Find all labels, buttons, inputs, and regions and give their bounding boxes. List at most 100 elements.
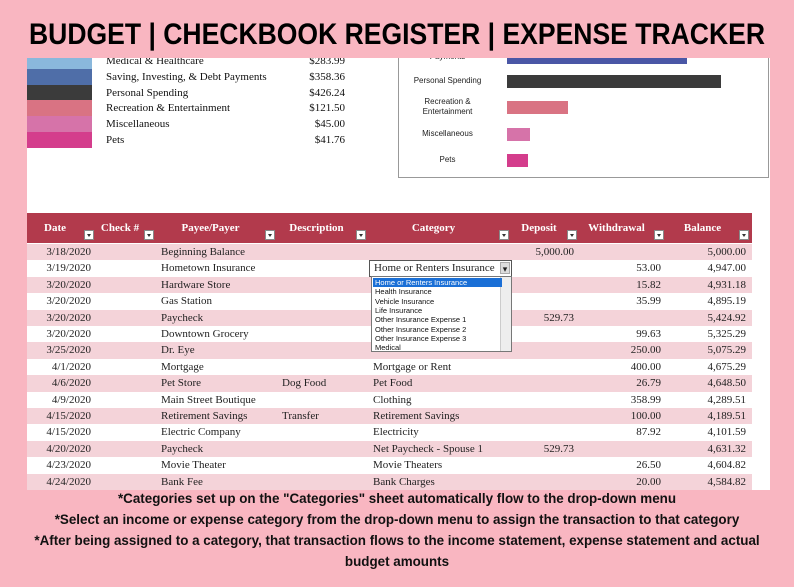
table-cell: 3/20/2020 — [46, 328, 91, 340]
summary-chart: Payments Personal Spending Recreation & En… — [398, 58, 769, 178]
table-cell: 3/20/2020 — [46, 295, 91, 308]
table-cell: Hardware Store — [161, 278, 231, 291]
table-cell: Movie Theaters — [373, 459, 443, 472]
category-amount: $426.24 — [309, 86, 345, 99]
table-cell: 99.63 — [636, 328, 661, 340]
table-row: 3/19/2020 Hometown Insurance Home or Rente… — [27, 260, 752, 277]
note: *Select an income or expense category fr… — [54, 512, 740, 527]
table-cell: 4,947.00 — [707, 262, 747, 275]
table-cell: Pet Store — [161, 377, 202, 390]
table-cell: 3/19/2020 — [46, 262, 91, 275]
category-dropdown[interactable]: Home or Renters Insurance Health Insuranc… — [371, 276, 512, 352]
filter-button[interactable] — [84, 230, 94, 240]
column-header: Balance — [683, 222, 722, 234]
dropdown-cell[interactable]: Home or Renters Insurance — [369, 260, 512, 277]
title-bar: BUDGET | CHECKBOOK REGISTER | EXPENSE TR… — [29, 18, 765, 51]
table-cell: 529.73 — [543, 442, 574, 455]
table-row: 3/18/2020 Beginning Balance 5,000.00 5,000.… — [27, 244, 752, 261]
table-cell: Movie Theater — [161, 459, 226, 472]
table-cell: 4,631.32 — [707, 442, 747, 455]
column-header: Withdrawal — [588, 222, 645, 234]
dropdown-option[interactable]: Medical — [375, 343, 401, 352]
table-cell: 5,000.00 — [707, 246, 747, 258]
dropdown-option[interactable]: Life Insurance — [375, 305, 423, 315]
table-cell: 53.00 — [636, 262, 661, 275]
table-cell: Retirement Savings — [373, 410, 460, 422]
category-label: Personal Spending — [106, 86, 189, 99]
table-cell: 26.79 — [636, 377, 661, 390]
table-cell: 4/1/2020 — [51, 360, 91, 373]
table-cell: 4,648.50 — [707, 377, 747, 390]
scrollbar[interactable] — [500, 277, 511, 351]
note: *Categories set up on the "Categories" s… — [117, 491, 677, 506]
category-label: Miscellaneous — [106, 118, 170, 131]
column-header: Category — [411, 222, 456, 234]
table-cell: 4,289.51 — [707, 393, 747, 406]
chart-label: Recreation & Entertainment — [422, 97, 473, 116]
notes: *Categories set up on the "Categories" s… — [0, 488, 794, 572]
table-cell: Mortgage or Rent — [373, 360, 452, 373]
filter-button[interactable] — [356, 230, 366, 240]
table-cell: Paycheck — [161, 442, 204, 455]
filter-button[interactable] — [499, 230, 509, 240]
chart-bar — [507, 127, 530, 141]
table-row: 4/6/2020 Pet Store Dog Food Pet Food 26.79 4,… — [27, 375, 752, 392]
dropdown-option[interactable]: Health Insurance — [375, 287, 432, 297]
filter-button[interactable] — [265, 230, 275, 240]
category-amount: $283.99 — [309, 58, 345, 67]
category-swatch — [27, 132, 92, 148]
category-label: Pets — [106, 134, 125, 146]
table-cell: 20.00 — [636, 475, 661, 488]
table-cell: 3/25/2020 — [46, 344, 91, 357]
table-cell: 5,000.00 — [535, 246, 575, 258]
table-cell: 3/20/2020 — [46, 311, 91, 324]
table-cell: 358.99 — [630, 393, 661, 406]
column-header: Payee/Payer — [181, 222, 240, 234]
table-cell: 529.73 — [543, 311, 574, 324]
dropdown-option[interactable]: Other Insurance Expense 2 — [375, 324, 467, 334]
chart-label: Miscellaneous — [422, 129, 473, 138]
table-cell: 5,325.29 — [707, 328, 747, 340]
table-row: 4/20/2020 Paycheck Net Paycheck - Spouse 1… — [27, 440, 752, 458]
table-cell: Hometown Insurance — [161, 262, 256, 275]
filter-button[interactable] — [654, 230, 664, 240]
table-cell: Transfer — [282, 410, 319, 422]
chart-label: Personal Spending — [413, 76, 482, 85]
table-cell: 250.00 — [630, 344, 661, 357]
chart-bar — [507, 58, 687, 64]
table-cell: 4,101.59 — [707, 426, 747, 439]
table-cell: Bank Fee — [161, 475, 203, 488]
column-header: Description — [289, 222, 344, 234]
summary-list: Medical & Healthcare $283.99 Saving, Inves… — [27, 58, 357, 158]
dropdown-option[interactable]: Other Insurance Expense 1 — [375, 315, 467, 325]
table-cell: Main Street Boutique — [161, 393, 256, 406]
category-swatch — [27, 100, 92, 117]
dropdown-option[interactable]: Other Insurance Expense 3 — [375, 333, 467, 343]
table-cell: 5,424.92 — [707, 311, 747, 324]
table-cell: Paycheck — [161, 311, 204, 324]
table-cell: 4,189.51 — [707, 410, 747, 422]
dropdown-option[interactable]: Vehicle Insurance — [375, 296, 435, 306]
table-row: 4/23/2020 Movie Theater Movie Theaters 26.5… — [27, 457, 752, 474]
chart-bar — [507, 74, 721, 88]
header-row: Date Check # Payee/Payer Description Categor… — [27, 213, 752, 243]
table-cell: 15.82 — [636, 278, 661, 291]
dropdown-option[interactable]: Home or Renters Insurance — [373, 278, 502, 288]
table-cell: 4,895.19 — [707, 295, 747, 308]
page-title: BUDGET | CHECKBOOK REGISTER | EXPENSE TR… — [29, 18, 765, 51]
category-label: Recreation & Entertainment — [106, 102, 231, 115]
table-cell: 4,604.82 — [707, 459, 747, 472]
category-amount: $121.50 — [309, 102, 345, 115]
table-cell: Dog Food — [282, 377, 327, 390]
note: *After being assigned to a category, tha… — [34, 533, 760, 569]
filter-button[interactable] — [739, 230, 749, 240]
filter-button[interactable] — [144, 230, 154, 240]
table-cell: Retirement Savings — [161, 410, 248, 422]
category-amount: $45.00 — [314, 118, 345, 131]
table-cell: Downtown Grocery — [161, 328, 249, 340]
category-amount: $358.36 — [309, 70, 345, 83]
filter-button[interactable] — [567, 230, 577, 240]
table-cell: 4/6/2020 — [51, 377, 91, 390]
table-cell: 4/9/2020 — [51, 393, 91, 406]
